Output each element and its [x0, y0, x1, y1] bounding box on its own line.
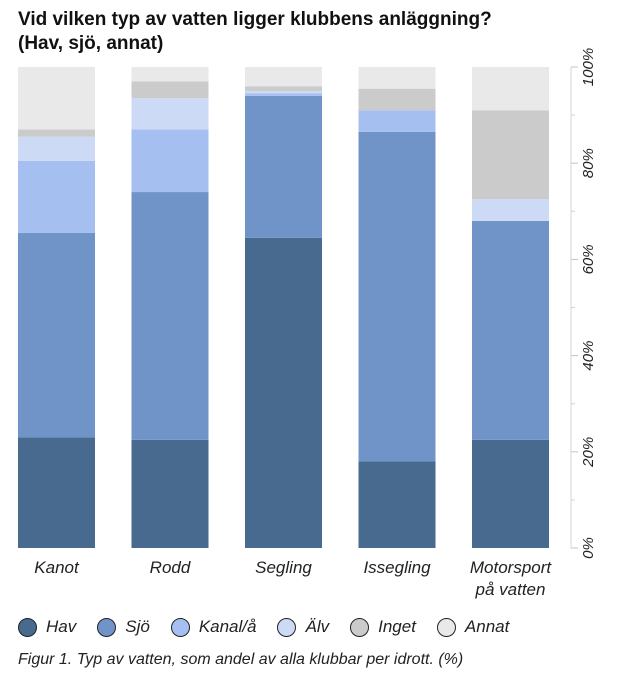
category-label-2: Segling — [255, 558, 312, 577]
y-tick-label-1: 20% — [580, 437, 597, 468]
legend-swatch-2 — [170, 617, 190, 637]
legend-label-0: Hav — [46, 617, 77, 636]
bar-segment-hav-1 — [131, 439, 209, 548]
chart-title: Vid vilken typ av vatten ligger klubbens… — [18, 8, 608, 56]
legend-item-4: Inget — [350, 617, 416, 637]
bar-segment-annat-3 — [358, 67, 436, 89]
bar-segment-sjö-1 — [131, 192, 209, 440]
bar-segment-hav-4 — [472, 439, 549, 548]
bar-segment-älv-0 — [18, 136, 95, 161]
bar-segment-inget-2 — [245, 86, 322, 92]
bar-segment-älv-4 — [472, 199, 549, 221]
category-label-0: Kanot — [34, 558, 80, 577]
bar-segment-annat-0 — [18, 67, 95, 130]
bar-segment-älv-2 — [245, 91, 322, 94]
legend-item-3: Älv — [277, 617, 329, 637]
bar-segment-älv-1 — [131, 98, 209, 130]
bar-segment-kanal-å-2 — [245, 93, 322, 96]
category-label-4-line-2: på vatten — [475, 580, 546, 599]
legend-item-2: Kanal/å — [170, 617, 257, 637]
y-tick-label-3: 60% — [580, 244, 597, 274]
legend-label-2: Kanal/å — [198, 617, 257, 636]
legend-swatch-3 — [277, 617, 297, 637]
legend-item-1: Sjö — [97, 617, 150, 637]
bar-segment-annat-2 — [245, 67, 322, 87]
legend-item-5: Annat — [436, 617, 510, 637]
y-tick-label-2: 40% — [580, 341, 597, 371]
legend-label-5: Annat — [464, 617, 510, 636]
chart-title-line-2: (Hav, sjö, annat) — [18, 33, 164, 54]
legend-swatch-4 — [350, 617, 370, 637]
y-tick-label-4: 80% — [580, 148, 597, 178]
bar-segment-sjö-2 — [245, 95, 322, 238]
legend-label-4: Inget — [378, 617, 416, 636]
chart-legend: Hav Sjö Kanal/å Älv Inget Annat — [18, 614, 530, 640]
bar-segment-hav-3 — [358, 461, 436, 548]
bar-segment-annat-1 — [131, 67, 209, 82]
bar-segment-inget-1 — [131, 81, 209, 99]
bar-segment-annat-4 — [472, 67, 549, 111]
stacked-bar-chart: Kanot Rodd Segling Issegling Motorsport på va… — [18, 48, 597, 599]
category-label-4: Motorsport — [470, 558, 553, 577]
category-label-1: Rodd — [150, 558, 191, 577]
y-tick-label-0: 0% — [580, 537, 597, 559]
legend-swatch-0 — [18, 617, 37, 637]
category-label-3: Issegling — [363, 558, 431, 577]
bar-segment-kanal-å-3 — [358, 110, 436, 132]
y-tick-label-5: 100% — [580, 48, 597, 86]
legend-label-3: Älv — [305, 617, 330, 636]
bar-segment-inget-0 — [18, 129, 95, 137]
chart-title-line-1: Vid vilken typ av vatten ligger klubbens… — [18, 9, 492, 30]
bar-segment-sjö-3 — [358, 131, 436, 462]
bar-segment-sjö-0 — [18, 232, 95, 438]
bar-segment-inget-4 — [472, 110, 549, 200]
legend-label-1: Sjö — [125, 617, 150, 636]
legend-swatch-1 — [97, 617, 117, 637]
legend-swatch-5 — [436, 617, 456, 637]
bar-segment-inget-3 — [358, 88, 436, 111]
bar-segment-kanal-å-1 — [131, 129, 209, 193]
figure-caption: Figur 1. Typ av vatten, som andel av all… — [18, 651, 464, 668]
legend-item-0: Hav — [18, 617, 76, 637]
bar-segment-sjö-4 — [472, 220, 549, 440]
bar-segment-hav-2 — [245, 237, 322, 548]
bar-segment-hav-0 — [18, 437, 95, 548]
bar-segment-kanal-å-0 — [18, 160, 95, 233]
